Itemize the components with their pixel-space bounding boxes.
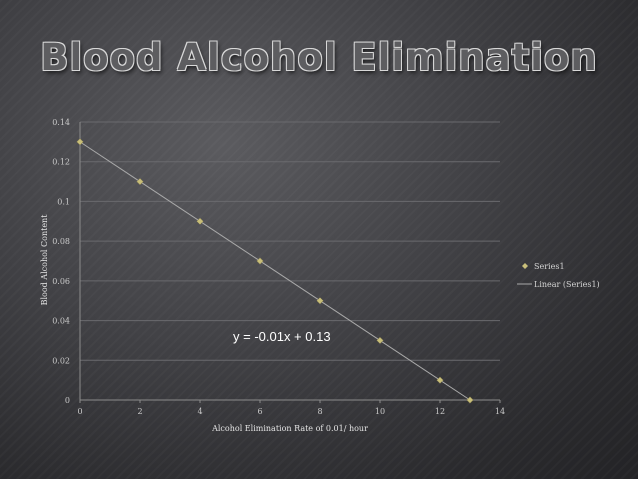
trendline [79,141,471,401]
legend-series1-marker-icon [522,263,528,269]
data-point [256,257,264,265]
legend: Series1 Linear (Series1) [517,262,600,289]
legend-series1-label: Series1 [534,262,565,271]
slide-title: Blood Alcohol Elimination [40,36,598,79]
x-tick-labels: 0 2 4 6 8 10 12 14 [77,407,505,416]
x-tick-label: 14 [495,407,505,416]
x-tick-label: 8 [317,407,322,416]
data-point [316,297,324,305]
y-tick-label: 0.02 [52,356,70,365]
x-tick-label: 4 [197,407,202,416]
data-point [466,396,474,404]
trendline-layer [79,141,471,401]
axes [79,122,501,403]
y-tick-label: 0 [65,396,70,405]
x-tick-label: 2 [137,407,142,416]
x-tick-label: 10 [375,407,385,416]
y-tick-labels: 0 0.02 0.04 0.06 0.08 0.1 0.12 0.14 [52,118,70,405]
y-tick-label: 0.08 [52,237,70,246]
y-tick-label: 0.04 [52,317,70,326]
data-point [196,217,204,225]
data-points [76,138,474,404]
legend-trendline-label: Linear (Series1) [534,280,600,289]
y-tick-label: 0.1 [57,197,70,206]
x-tick-label: 6 [257,407,262,416]
x-tick-label: 0 [77,407,82,416]
trendline-equation: y = -0.01x + 0.13 [233,329,331,344]
data-point [76,138,84,146]
y-tick-label: 0.12 [52,158,70,167]
grid-lines [80,121,500,361]
x-tick-label: 12 [435,407,445,416]
y-tick-label: 0.14 [52,118,70,127]
y-tick-label: 0.06 [52,277,70,286]
data-point [436,376,444,384]
x-axis-title: Alcohol Elimination Rate of 0.01/ hour [211,424,368,433]
y-axis-title: Blood Alcohol Content [40,214,49,306]
data-point [376,336,384,344]
data-point [136,178,144,186]
